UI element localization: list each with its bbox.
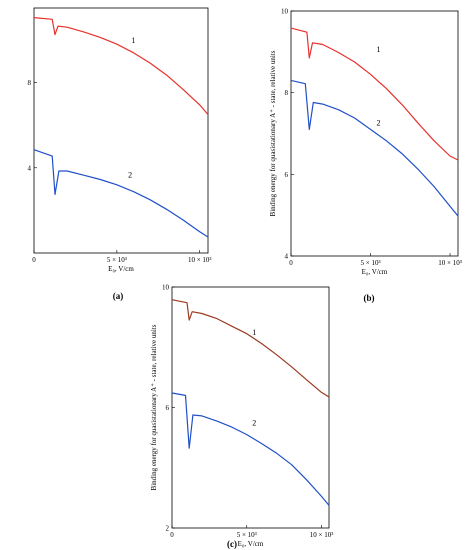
y-tick-label: 4 [285, 253, 289, 261]
plot-frame [171, 286, 330, 529]
y-tick-label: 10 [162, 284, 170, 292]
series-1-line [33, 17, 209, 115]
x-tick-label: 10 × 10³ [188, 256, 212, 264]
series-2-label: 2 [376, 118, 380, 127]
x-axis-label: E₀, V/cm [238, 540, 264, 548]
series-2-label: 2 [252, 419, 256, 428]
x-axis-label: E₀, V/cm [108, 265, 134, 273]
x-tick-label: 0 [32, 256, 36, 264]
x-tick-label: 0 [289, 259, 293, 267]
x-tick-label: 5 × 10³ [107, 256, 127, 264]
y-tick-label: 2 [166, 525, 170, 533]
x-tick-label: 10 × 10³ [310, 531, 334, 539]
series-1-label: 1 [131, 36, 135, 45]
y-tick-label: 8 [28, 79, 32, 87]
series-1-line [171, 299, 330, 398]
chart-panel-2: 0 5 × 10³ 10 × 10³ 4 6 8 10 E₀, V/cm Binding ene… [269, 8, 462, 304]
x-axis-label: E₀, V/cm [362, 268, 388, 276]
panel-label: (a) [113, 291, 124, 301]
series-1-line [290, 27, 459, 161]
x-tick-label: 10 × 10³ [438, 259, 462, 267]
series-2-label: 2 [128, 170, 132, 179]
panel-label: (b) [364, 293, 375, 303]
chart-panel-3: 0 5 × 10³ 10 × 10³ 2 6 10 E₀, V/cm Binding ener… [150, 284, 333, 550]
y-tick-label: 6 [285, 171, 289, 179]
series-2-line [290, 79, 459, 217]
series-2-line [33, 149, 209, 238]
y-tick-label: 10 [281, 8, 289, 16]
x-tick-label: 5 × 10³ [237, 531, 257, 539]
panel-label: (c) [227, 539, 237, 549]
x-tick-label: 0 [170, 531, 174, 539]
x-tick-label: 5 × 10³ [361, 259, 381, 267]
y-tick-label: 8 [285, 89, 289, 97]
plot-frame [290, 10, 459, 257]
y-tick-label: 4 [28, 164, 32, 172]
y-axis-label: Binding energy for quasistationary A⁺ - … [150, 324, 158, 490]
y-tick-label: 6 [166, 404, 170, 412]
plot-frame [33, 7, 209, 254]
series-1-label: 1 [376, 45, 380, 54]
y-axis-label: Binding energy for quasistationary A⁺ - … [269, 50, 277, 216]
series-2-line [171, 392, 330, 506]
series-1-label: 1 [252, 328, 256, 337]
chart-panel-1: 0 5 × 10³ 10 × 10³ 4 8 E₀, V/cm 1 2 (a) [28, 7, 212, 301]
